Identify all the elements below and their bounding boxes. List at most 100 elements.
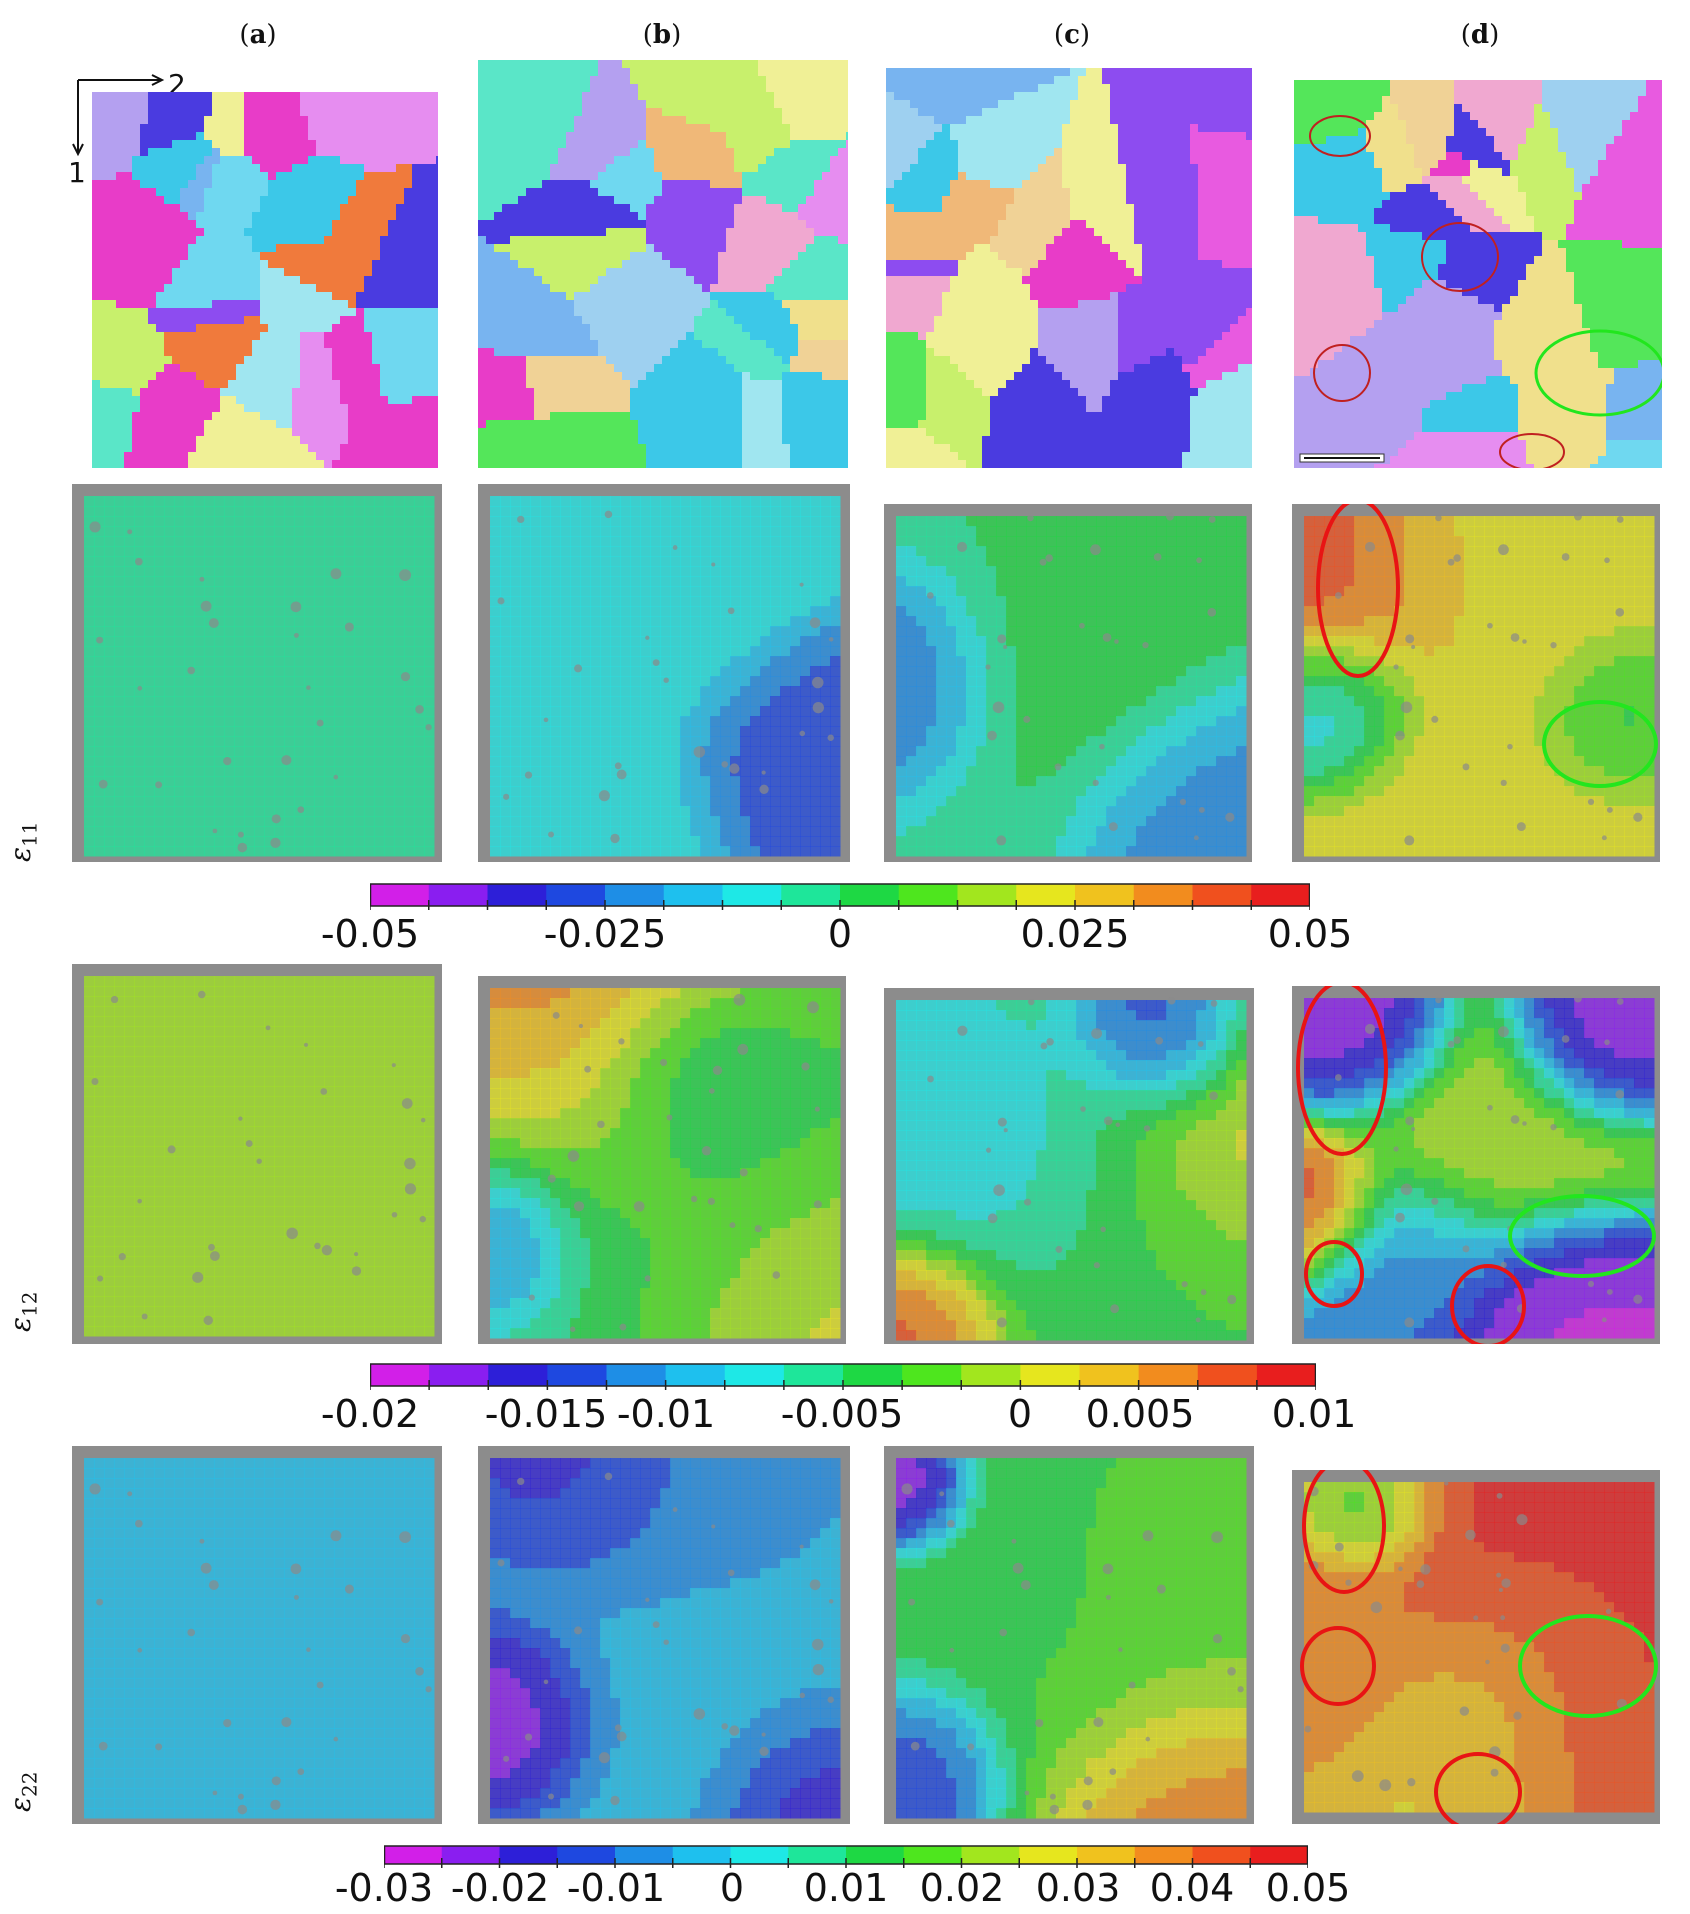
colorbar-swatch bbox=[903, 1846, 962, 1864]
colorbar-swatch bbox=[783, 1364, 844, 1386]
colorbar-swatch bbox=[672, 1846, 731, 1864]
strain-map-e22-a bbox=[72, 1446, 442, 1824]
colorbar-e12-tick: -0.01 bbox=[617, 1392, 715, 1436]
ebsd-map-a bbox=[92, 92, 438, 468]
row-label-e11: ε11 bbox=[4, 822, 42, 862]
colorbar-swatch bbox=[843, 1364, 903, 1386]
strain-map-e12-d bbox=[1292, 986, 1660, 1344]
colorbar-swatch bbox=[961, 1846, 1020, 1864]
colorbar-swatch bbox=[781, 884, 841, 906]
colorbar-swatch bbox=[499, 1846, 558, 1864]
colorbar-swatch bbox=[1077, 1846, 1136, 1864]
e12-highlights bbox=[1296, 986, 1656, 1344]
colorbar-e12-tick: 0 bbox=[1008, 1392, 1032, 1436]
colorbar-swatch bbox=[846, 1846, 905, 1864]
colorbar-swatch bbox=[1079, 1364, 1140, 1386]
colorbar-e22-tick: -0.02 bbox=[451, 1866, 549, 1910]
colorbar-swatch bbox=[722, 884, 782, 906]
column-label-a: (a) bbox=[239, 20, 276, 50]
strain-map-e11-c bbox=[884, 504, 1252, 862]
colorbar-e22-tick: 0.03 bbox=[1036, 1866, 1121, 1910]
colorbar-e12 bbox=[370, 1362, 1316, 1452]
colorbar-swatch bbox=[898, 884, 958, 906]
colorbar-swatch bbox=[840, 884, 900, 906]
colorbar-swatch bbox=[1133, 884, 1193, 906]
colorbar-e12-tick: 0.01 bbox=[1272, 1392, 1357, 1436]
colorbar-e12-tick: -0.005 bbox=[781, 1392, 904, 1436]
colorbar-swatch bbox=[487, 884, 547, 906]
colorbar-swatch bbox=[429, 1364, 489, 1386]
colorbar-swatch bbox=[605, 884, 665, 906]
row-label-e22: ε22 bbox=[4, 1772, 42, 1812]
colorbar-e22-tick: 0.04 bbox=[1150, 1866, 1235, 1910]
colorbar-swatch bbox=[957, 884, 1017, 906]
colorbar-e12-tick: 0.005 bbox=[1086, 1392, 1195, 1436]
colorbar-e12-tick: -0.02 bbox=[321, 1392, 419, 1436]
colorbar-swatch bbox=[1019, 1846, 1078, 1864]
strain-map-e11-a bbox=[72, 484, 442, 862]
colorbar-swatch bbox=[547, 1364, 607, 1386]
colorbar-e11-tick: 0 bbox=[828, 912, 852, 956]
colorbar-e22-tick: 0 bbox=[720, 1866, 744, 1910]
ebsd-highlights bbox=[1299, 115, 1662, 468]
axes-indicator bbox=[60, 66, 180, 186]
strain-map-e22-d bbox=[1292, 1470, 1660, 1824]
column-label-b: (b) bbox=[643, 20, 682, 50]
colorbar-swatch bbox=[384, 1846, 443, 1864]
colorbar-e11-tick: 0.025 bbox=[1021, 912, 1130, 956]
colorbar-swatch bbox=[370, 884, 430, 906]
strain-map-e22-b bbox=[478, 1446, 850, 1824]
column-label-c: (c) bbox=[1054, 20, 1090, 50]
colorbar-swatch bbox=[1251, 884, 1310, 906]
colorbar-swatch bbox=[1256, 1364, 1316, 1386]
ebsd-map-c bbox=[886, 68, 1252, 468]
colorbar-e22-tick: -0.01 bbox=[567, 1866, 665, 1910]
axis-1-label: 1 bbox=[68, 156, 86, 189]
colorbar-swatch bbox=[1016, 884, 1076, 906]
colorbar-swatch bbox=[546, 884, 606, 906]
colorbar-swatch bbox=[488, 1364, 548, 1386]
strain-map-e22-c bbox=[884, 1446, 1254, 1824]
colorbar-swatch bbox=[1192, 1846, 1251, 1864]
colorbar-swatch bbox=[1075, 884, 1135, 906]
colorbar-swatch bbox=[1138, 1364, 1199, 1386]
colorbar-swatch bbox=[665, 1364, 726, 1386]
ebsd-map-d bbox=[1294, 80, 1662, 468]
colorbar-swatch bbox=[788, 1846, 847, 1864]
colorbar-e22-tick: 0.05 bbox=[1266, 1866, 1351, 1910]
e22-highlights bbox=[1300, 1470, 1658, 1824]
column-label-d: (d) bbox=[1461, 20, 1500, 50]
colorbar-swatch bbox=[557, 1846, 616, 1864]
colorbar-swatch bbox=[428, 884, 488, 906]
colorbar-swatch bbox=[1134, 1846, 1193, 1864]
colorbar-swatch bbox=[1250, 1846, 1308, 1864]
e11-highlights bbox=[1316, 504, 1658, 788]
colorbar-swatch bbox=[961, 1364, 1021, 1386]
colorbar-swatch bbox=[724, 1364, 785, 1386]
colorbar-swatch bbox=[441, 1846, 500, 1864]
colorbar-swatch bbox=[1020, 1364, 1080, 1386]
row-label-e12: ε12 bbox=[4, 1292, 42, 1332]
colorbar-e11-tick: -0.05 bbox=[321, 912, 419, 956]
colorbar-swatch bbox=[615, 1846, 674, 1864]
colorbar-swatch bbox=[1192, 884, 1252, 906]
strain-map-e11-d bbox=[1292, 504, 1660, 862]
colorbar-e22-tick: 0.01 bbox=[804, 1866, 889, 1910]
strain-map-e11-b bbox=[478, 484, 850, 862]
colorbar-swatch bbox=[1197, 1364, 1258, 1386]
colorbar-e11 bbox=[370, 882, 1310, 972]
colorbar-e11-tick: -0.025 bbox=[544, 912, 667, 956]
colorbar-e11-tick: 0.05 bbox=[1268, 912, 1353, 956]
strain-map-e12-c bbox=[884, 988, 1254, 1344]
strain-map-e12-a bbox=[72, 964, 442, 1344]
ebsd-map-b bbox=[478, 60, 848, 468]
colorbar-swatch bbox=[902, 1364, 962, 1386]
colorbar-e22-tick: -0.03 bbox=[335, 1866, 433, 1910]
colorbar-swatch bbox=[730, 1846, 789, 1864]
colorbar-e12-tick: -0.015 bbox=[485, 1392, 608, 1436]
colorbar-swatch bbox=[663, 884, 723, 906]
colorbar-swatch bbox=[606, 1364, 667, 1386]
colorbar-e22 bbox=[384, 1844, 1308, 1874]
colorbar-e22-tick: 0.02 bbox=[920, 1866, 1005, 1910]
colorbar-swatch bbox=[370, 1364, 430, 1386]
